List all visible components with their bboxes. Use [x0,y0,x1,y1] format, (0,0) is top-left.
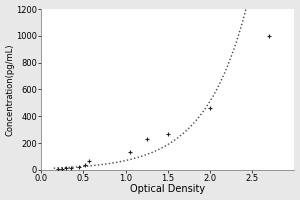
X-axis label: Optical Density: Optical Density [130,184,205,194]
Y-axis label: Concentration(pg/mL): Concentration(pg/mL) [6,43,15,136]
